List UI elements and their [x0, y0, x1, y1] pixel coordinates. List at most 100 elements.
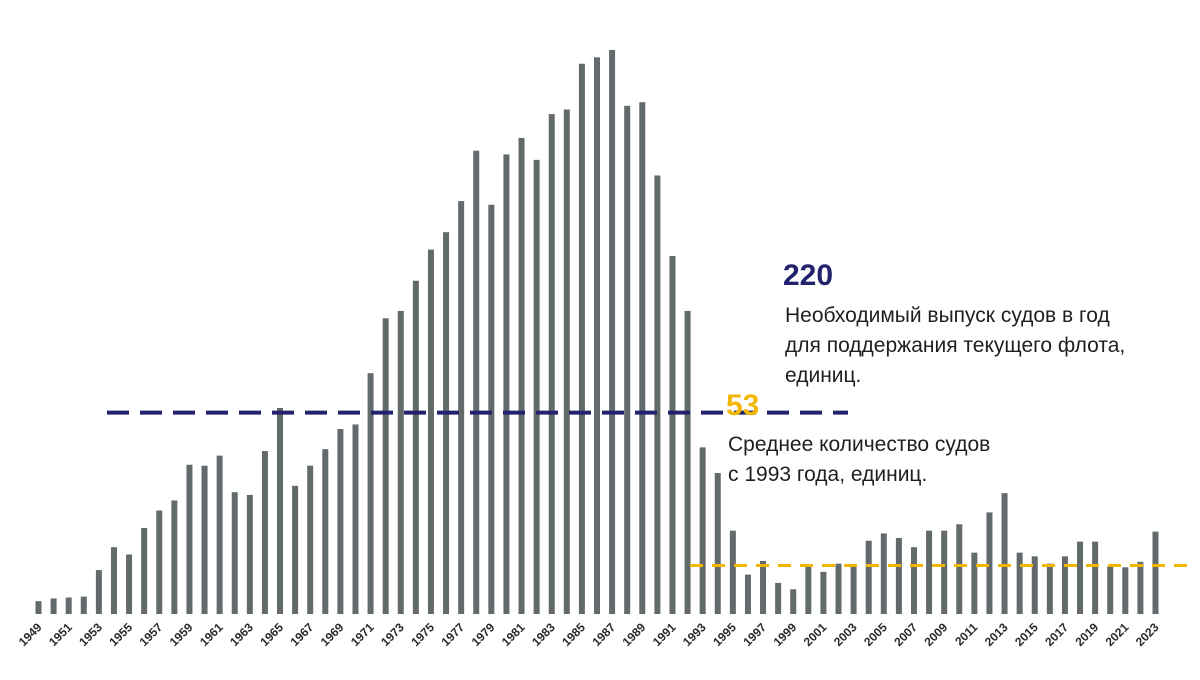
x-tick-label: 2019: [1072, 620, 1101, 649]
reference-description-220-line: для поддержания текущего флота,: [785, 334, 1126, 357]
bar-2009: [941, 530, 948, 614]
bar-1951: [65, 597, 72, 614]
reference-description-53: Среднее количество судов с 1993 года, ед…: [728, 430, 990, 490]
bar-2022: [1137, 561, 1144, 614]
reference-description-220: Необходимый выпуск судов в год для подде…: [785, 301, 1125, 391]
bar-1999: [790, 589, 797, 614]
bar-2008: [926, 530, 933, 614]
bar-2006: [895, 538, 902, 614]
x-tick-label: 1993: [680, 620, 709, 649]
x-tick-label: 1969: [318, 620, 347, 649]
bar-1966: [292, 485, 299, 614]
bar-2014: [1016, 552, 1023, 614]
bar-1970: [352, 424, 359, 614]
bar-1977: [458, 201, 465, 614]
bar-2002: [835, 563, 842, 614]
bar-1982: [533, 159, 540, 614]
bar-1967: [307, 465, 314, 614]
x-tick-label: 1991: [650, 620, 679, 649]
bar-2013: [1001, 493, 1008, 614]
bar-2020: [1107, 566, 1114, 614]
bar-1987: [609, 50, 616, 614]
x-tick-label: 2003: [831, 620, 860, 649]
x-tick-label: 1949: [16, 620, 45, 649]
bar-1961: [216, 455, 223, 614]
x-tick-label: 1997: [740, 620, 769, 649]
bar-1973: [397, 310, 404, 614]
bar-1994: [714, 473, 721, 614]
bar-1964: [261, 451, 268, 614]
bar-2019: [1092, 541, 1099, 614]
bar-1979: [488, 204, 495, 615]
x-tick-label: 1983: [529, 620, 558, 649]
reference-description-53-line: Среднее количество судов: [728, 433, 991, 456]
bar-1984: [563, 109, 570, 614]
x-tick-label: 1953: [76, 620, 105, 649]
bar-1963: [246, 494, 253, 614]
x-tick-label: 1975: [408, 620, 437, 649]
reference-value-53: 53: [726, 389, 760, 422]
x-tick-label: 1987: [589, 620, 618, 649]
bar-2000: [805, 564, 812, 614]
x-tick-label: 1981: [499, 620, 528, 649]
x-tick-label: 1963: [227, 620, 256, 649]
x-tick-label: 1973: [378, 620, 407, 649]
x-tick-labels: 1949 1951 1953 1955 1957 1959 1961 1963 1965 1967…: [16, 620, 1162, 649]
bar-1958: [171, 500, 178, 614]
bar-2018: [1077, 541, 1084, 614]
bar-1969: [337, 429, 344, 614]
bar-1995: [729, 530, 736, 614]
bar-1986: [594, 57, 600, 614]
bar-1971: [367, 373, 374, 614]
bar-2023: [1152, 531, 1159, 614]
reference-description-220-line: единиц.: [785, 364, 862, 387]
x-tick-label: 2009: [922, 620, 951, 649]
bar-1990: [654, 175, 661, 614]
bar-1976: [443, 232, 450, 614]
x-tick-label: 1989: [620, 620, 649, 649]
bar-1975: [427, 249, 434, 614]
x-tick-label: 1995: [710, 620, 739, 649]
bars-group: [35, 50, 1159, 615]
bar-1980: [503, 154, 510, 614]
bar-1991: [669, 256, 676, 614]
x-tick-label: 1985: [559, 620, 588, 649]
bar-2015: [1031, 556, 1038, 614]
bar-1974: [412, 280, 419, 614]
bar-2017: [1061, 556, 1068, 614]
bar-1978: [473, 150, 480, 614]
x-tick-label: 1957: [137, 620, 166, 649]
x-tick-label: 1999: [771, 620, 800, 649]
bar-2011: [971, 552, 978, 614]
bar-1960: [201, 465, 208, 614]
bar-1983: [548, 114, 555, 614]
x-tick-label: 1979: [469, 620, 498, 649]
x-tick-label: 1961: [197, 620, 226, 649]
bar-2001: [820, 571, 827, 614]
x-tick-label: 2021: [1103, 620, 1132, 649]
x-tick-label: 2017: [1042, 620, 1071, 649]
bar-1959: [186, 464, 193, 614]
x-tick-label: 1955: [106, 620, 135, 649]
bar-1957: [156, 510, 163, 614]
bar-1965: [277, 407, 284, 614]
x-tick-label: 2007: [891, 620, 920, 649]
bar-1998: [775, 582, 782, 614]
bar-1985: [578, 63, 585, 615]
bar-1949: [35, 601, 42, 614]
x-tick-label: 2001: [801, 620, 830, 649]
bar-1993: [699, 447, 706, 614]
x-tick-label: 2023: [1133, 620, 1162, 649]
bar-2005: [880, 533, 887, 614]
bar-1952: [80, 596, 87, 614]
bar-1954: [110, 547, 117, 614]
reference-description-220-line: Необходимый выпуск судов в год: [785, 304, 1110, 327]
bar-1996: [744, 574, 751, 614]
bar-1968: [322, 449, 329, 614]
bar-2004: [865, 540, 872, 614]
bar-1972: [382, 318, 389, 614]
x-tick-label: 1977: [438, 620, 467, 649]
bar-2021: [1122, 567, 1129, 614]
bar-2007: [910, 547, 917, 614]
